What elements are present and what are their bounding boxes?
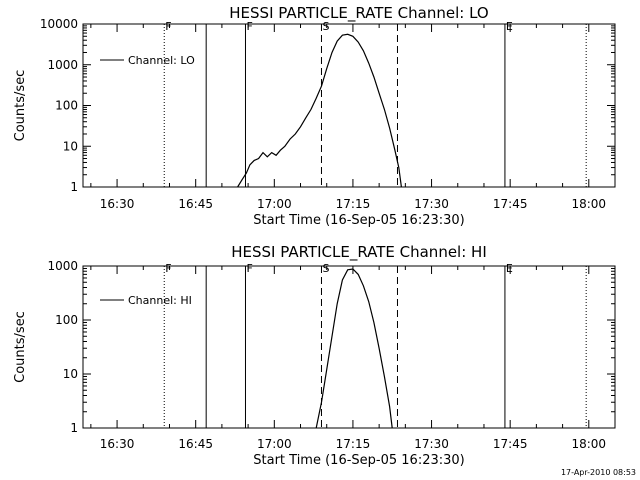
x-tick-label: 17:30 [414, 197, 449, 211]
x-tick-label: 17:15 [336, 437, 371, 451]
legend-label: Channel: LO [128, 54, 195, 67]
legend-label: Channel: HI [128, 294, 192, 307]
event-marker-label: S [322, 262, 329, 275]
event-marker-label: E [506, 262, 513, 275]
y-tick-label: 10000 [40, 17, 78, 31]
x-tick-label: 17:45 [493, 437, 528, 451]
series-line [237, 33, 402, 188]
y-tick-label: 100 [55, 99, 78, 113]
y-tick-label: 10 [63, 139, 78, 153]
series-line [315, 268, 393, 429]
event-marker-label: F [246, 20, 252, 33]
event-marker-label: S [322, 20, 329, 33]
footer-timestamp: 17-Apr-2010 08:53 [561, 468, 636, 477]
y-tick-label: 1 [70, 180, 78, 194]
x-tick-label: 18:00 [571, 197, 606, 211]
y-axis-label: Counts/sec [13, 70, 28, 142]
y-tick-label: 1000 [47, 58, 78, 72]
chart-title: HESSI PARTICLE_RATE Channel: HI [231, 243, 487, 262]
x-tick-label: 17:45 [493, 197, 528, 211]
chart-panel-1: HESSI PARTICLE_RATE Channel: LO 16:30 16:4… [13, 4, 616, 228]
x-tick-label: 17:00 [257, 437, 292, 451]
y-tick-label: 100 [55, 313, 78, 327]
chart-title: HESSI PARTICLE_RATE Channel: LO [229, 4, 488, 23]
x-tick-label: 16:45 [178, 437, 213, 451]
plot-frame [82, 265, 616, 429]
x-axis-label: Start Time (16-Sep-05 16:23:30) [253, 453, 464, 468]
y-axis-label: Counts/sec [13, 311, 28, 383]
event-marker-label: F [246, 262, 252, 275]
x-tick-label: 16:45 [178, 197, 213, 211]
x-axis-label: Start Time (16-Sep-05 16:23:30) [253, 213, 464, 228]
x-tick-label: 16:30 [100, 197, 135, 211]
x-tick-label: 16:30 [100, 437, 135, 451]
y-tick-label: 1 [70, 421, 78, 435]
event-marker-label: F [165, 262, 171, 275]
event-marker-label: E [506, 20, 513, 33]
y-tick-label: 10 [63, 367, 78, 381]
x-tick-label: 17:30 [414, 437, 449, 451]
y-tick-label: 1000 [47, 259, 78, 273]
x-tick-label: 17:00 [257, 197, 292, 211]
chart-panel-2: HESSI PARTICLE_RATE Channel: HI 16:30 16:4… [13, 243, 616, 468]
x-tick-label: 18:00 [571, 437, 606, 451]
event-marker-label: F [165, 20, 171, 33]
plot-frame [82, 23, 616, 188]
x-tick-label: 17:15 [336, 197, 371, 211]
